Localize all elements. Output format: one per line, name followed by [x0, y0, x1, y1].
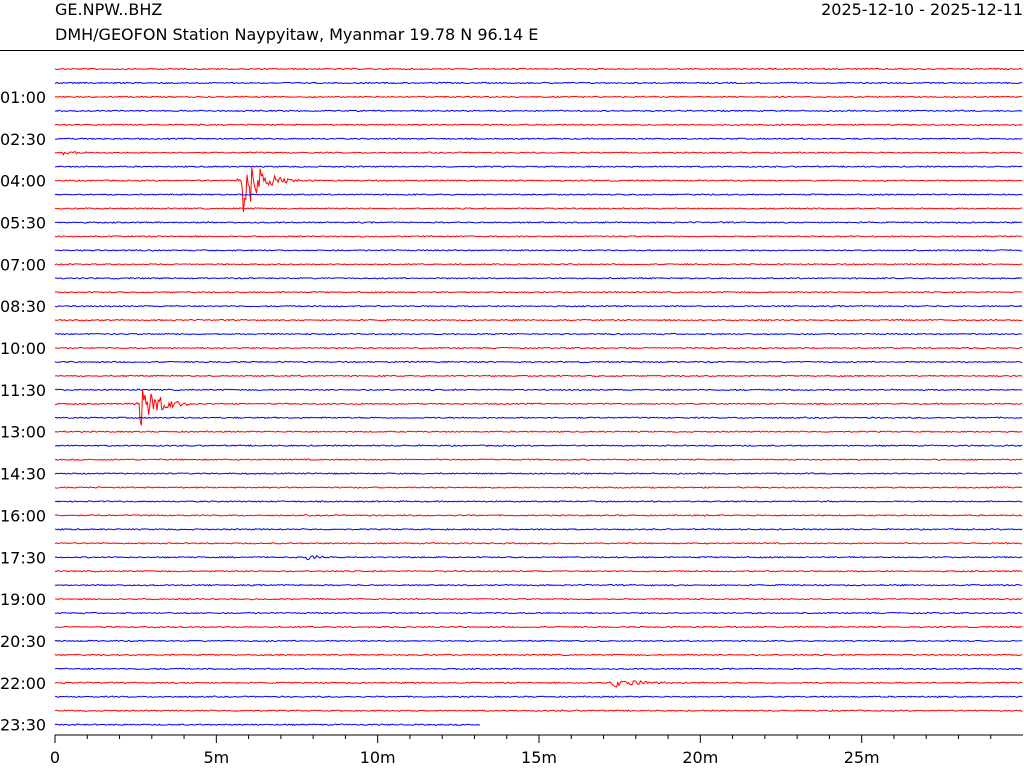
y-tick-label: 07:00: [0, 255, 46, 274]
trace-row-24: [54, 389, 1023, 426]
trace-row-29: [54, 472, 1023, 475]
trace-row-43: [54, 667, 1023, 671]
trace-row-18: [54, 318, 1023, 322]
y-axis-time-labels: 01:00 02:30 04:00 05:30 07:00 08:30 10:00 11:30…: [0, 88, 46, 735]
y-tick-label: 22:00: [0, 674, 46, 693]
x-tick-label: 25m: [844, 748, 880, 767]
x-tick-label: 0: [50, 748, 60, 767]
y-tick-label: 02:30: [0, 130, 46, 149]
station-code: GE.NPW..BHZ: [55, 0, 163, 19]
trace-row-36: [54, 569, 1023, 573]
trace-row-34: [54, 542, 1023, 545]
trace-row-23: [54, 388, 1023, 392]
trace-row-15: [54, 276, 1023, 280]
trace-row-40: [54, 625, 1023, 629]
y-tick-label: 10:00: [0, 339, 46, 358]
trace-row-27: [54, 444, 1023, 448]
x-axis: 0 5m 10m 15m 20m 25m: [50, 734, 1023, 767]
trace-row-17: [54, 304, 1023, 308]
trace-row-42: [54, 653, 1023, 657]
y-tick-label: 23:30: [0, 716, 46, 735]
trace-row-46: [54, 709, 1023, 713]
trace-row-4: [54, 123, 1023, 127]
trace-row-3: [54, 109, 1023, 113]
trace-row-5: [54, 137, 1023, 141]
seismogram-traces: [54, 67, 1023, 727]
station-description: DMH/GEOFON Station Naypyitaw, Myanmar 19…: [55, 25, 539, 44]
trace-row-35: [54, 554, 1023, 561]
y-tick-label: 04:00: [0, 172, 46, 191]
x-tick-label: 15m: [521, 748, 557, 767]
y-tick-label: 01:00: [0, 88, 46, 107]
trace-row-30: [54, 486, 1023, 489]
trace-row-0: [54, 67, 1023, 71]
trace-row-11: [54, 221, 1023, 224]
trace-row-1: [54, 81, 1023, 85]
trace-row-33: [54, 527, 1023, 531]
trace-row-28: [54, 458, 1023, 461]
x-tick-label: 10m: [360, 748, 396, 767]
trace-row-8: [54, 167, 1023, 212]
trace-row-38: [54, 597, 1023, 601]
x-tick-label: 5m: [203, 748, 229, 767]
y-tick-label: 13:00: [0, 423, 46, 442]
date-range: 2025-12-10 - 2025-12-11: [821, 0, 1023, 19]
trace-row-7: [54, 165, 1023, 168]
trace-row-16: [54, 290, 1023, 294]
y-tick-label: 08:30: [0, 297, 46, 316]
y-tick-label: 14:30: [0, 465, 46, 484]
y-tick-label: 11:30: [0, 381, 46, 400]
trace-row-9: [54, 193, 1023, 196]
trace-row-13: [54, 248, 1023, 252]
trace-row-37: [54, 583, 1023, 587]
trace-row-12: [54, 235, 1023, 238]
trace-row-41: [54, 639, 1023, 643]
y-tick-label: 20:30: [0, 632, 46, 651]
trace-row-20: [54, 346, 1023, 350]
trace-row-6: [54, 151, 1023, 156]
trace-row-25: [54, 416, 1023, 420]
trace-row-21: [54, 360, 1023, 364]
y-tick-label: 17:30: [0, 548, 46, 567]
header-divider: [0, 50, 1024, 51]
trace-row-22: [54, 374, 1023, 378]
trace-row-47: [54, 723, 481, 727]
y-tick-label: 16:00: [0, 506, 46, 525]
trace-row-19: [54, 332, 1023, 336]
trace-row-26: [54, 430, 1023, 434]
x-tick-label: 20m: [682, 748, 718, 767]
trace-row-2: [54, 95, 1023, 99]
trace-row-32: [54, 513, 1023, 517]
trace-row-10: [54, 207, 1023, 210]
trace-row-39: [54, 611, 1023, 615]
y-tick-label: 19:00: [0, 590, 46, 609]
trace-row-14: [54, 262, 1023, 266]
y-tick-label: 05:30: [0, 213, 46, 232]
trace-row-44: [54, 680, 1023, 688]
trace-row-45: [54, 695, 1023, 699]
trace-row-31: [54, 500, 1023, 503]
